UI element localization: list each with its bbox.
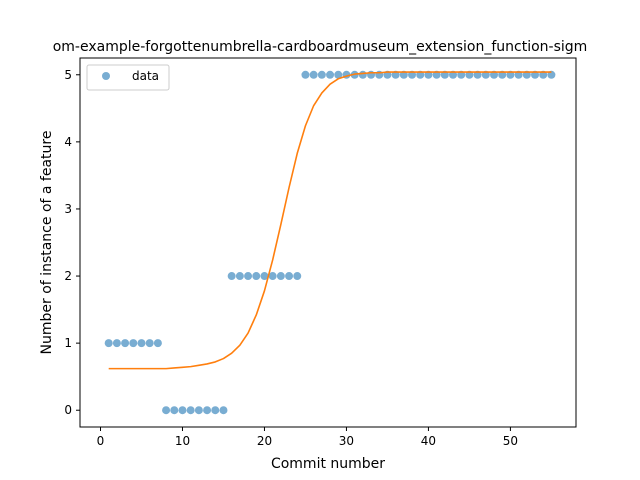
legend-box	[86, 64, 170, 91]
data-point	[293, 272, 302, 281]
legend-entry-label: data	[132, 69, 159, 83]
data-point	[317, 70, 326, 79]
data-point	[326, 70, 335, 79]
data-point	[203, 406, 212, 415]
x-tick-label: 20	[257, 434, 272, 448]
data-point	[153, 339, 162, 348]
data-point	[244, 272, 253, 281]
y-axis-label: Number of instance of a feature	[39, 131, 55, 355]
x-tick-label: 30	[339, 434, 354, 448]
series-layer	[104, 70, 556, 415]
x-axis: 0 10 20 30 40 50	[97, 427, 518, 448]
data-point	[301, 70, 310, 79]
data-point	[194, 406, 203, 415]
data-point	[260, 272, 269, 281]
x-tick-label: 0	[97, 434, 105, 448]
data-point	[186, 406, 195, 415]
y-tick-label: 1	[64, 336, 72, 350]
y-axis: 0 1 2 3 4 5	[64, 68, 80, 417]
data-point	[104, 339, 113, 348]
plot-frame	[79, 57, 577, 428]
data-point	[211, 406, 220, 415]
y-tick-label: 2	[64, 269, 72, 283]
data-point	[309, 70, 318, 79]
chart-title: om-example-forgottenumbrella-cardboardmu…	[53, 39, 588, 55]
data-point	[162, 406, 171, 415]
x-tick-label: 50	[503, 434, 518, 448]
data-point	[252, 272, 261, 281]
x-axis-label: Commit number	[271, 456, 385, 472]
data-point	[358, 70, 367, 79]
data-point	[178, 406, 187, 415]
data-point	[112, 339, 121, 348]
y-tick-label: 3	[64, 202, 72, 216]
legend-marker	[102, 72, 110, 80]
data-point	[145, 339, 154, 348]
data-point	[219, 406, 228, 415]
data-point	[129, 339, 138, 348]
x-tick-label: 10	[175, 434, 190, 448]
y-tick-label: 0	[64, 403, 72, 417]
data-point	[170, 406, 179, 415]
y-tick-label: 4	[64, 135, 72, 149]
plot-area	[80, 58, 576, 427]
x-tick-label: 40	[421, 434, 436, 448]
data-point	[227, 272, 236, 281]
data-point	[276, 272, 285, 281]
legend: data	[86, 64, 170, 91]
data-point	[268, 272, 277, 281]
fit-curve-line	[108, 71, 552, 370]
data-point	[235, 272, 244, 281]
y-tick-label: 5	[64, 68, 72, 82]
data-point	[137, 339, 146, 348]
data-point	[121, 339, 130, 348]
data-point	[334, 70, 343, 79]
data-point	[285, 272, 294, 281]
